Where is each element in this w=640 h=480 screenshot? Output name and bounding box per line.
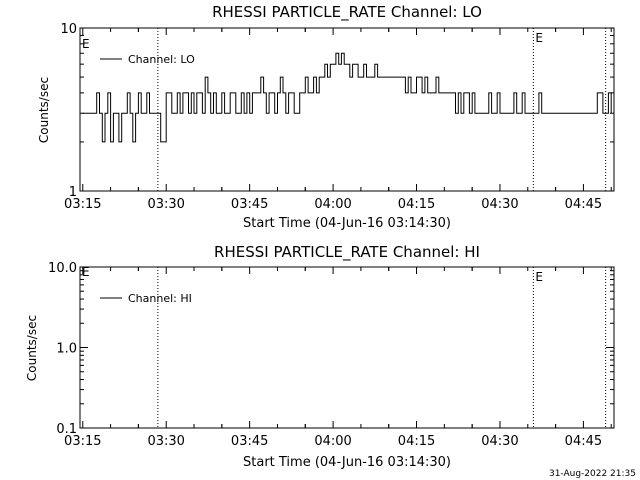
x-tick-label: 03:30 [147, 434, 184, 449]
x-tick-label: 04:00 [314, 434, 351, 449]
lo-series [82, 52, 612, 143]
hi-y-axis: 0.1 1.0 10.0 [48, 261, 614, 437]
lo-y-axis: 1 10 [60, 22, 614, 200]
generation-timestamp: 31-Aug-2022 21:35 [549, 469, 636, 479]
x-tick-label: 03:15 [64, 197, 101, 212]
y-tick-label: 0.1 [56, 422, 77, 437]
y-tick-label: 1 [69, 185, 77, 200]
hi-legend-label: Channel: HI [128, 292, 192, 305]
x-tick-label: 04:15 [398, 197, 435, 212]
hi-x-axis-label: Start Time (04-Jun-16 03:14:30) [243, 455, 451, 470]
y-tick-label: 10 [60, 22, 77, 37]
lo-x-axis-label: Start Time (04-Jun-16 03:14:30) [243, 216, 451, 231]
x-tick-label: 04:45 [565, 434, 602, 449]
lo-plot-frame [79, 27, 615, 192]
hi-left-marker: E [82, 265, 90, 279]
hi-x-axis: 03:15 03:30 03:45 04:00 04:15 04:30 04:45 [64, 267, 612, 449]
x-tick-label: 04:15 [398, 434, 435, 449]
x-tick-label: 04:30 [481, 434, 518, 449]
series-line [82, 52, 612, 143]
lo-legend-label: Channel: LO [128, 53, 195, 66]
y-tick-label: 10.0 [48, 261, 77, 276]
lo-chart-title: RHESSI PARTICLE_RATE Channel: LO [212, 3, 482, 22]
hi-channel-panel: RHESSI PARTICLE_RATE Channel: HI E 0.1 1.… [25, 243, 615, 470]
x-tick-label: 04:45 [565, 197, 602, 212]
lo-legend: Channel: LO [100, 53, 195, 66]
event-line-label: E [535, 270, 543, 284]
x-tick-label: 03:30 [147, 197, 184, 212]
lo-y-axis-label: Counts/sec [37, 77, 51, 143]
y-tick-label: 1.0 [56, 342, 77, 357]
x-tick-label: 03:45 [231, 197, 268, 212]
x-tick-label: 03:15 [64, 434, 101, 449]
lo-event-lines: E [157, 28, 607, 191]
event-line-label: E [535, 31, 543, 45]
lo-x-axis: 03:15 03:30 03:45 04:00 04:15 04:30 04:45 [64, 28, 612, 212]
hi-y-axis-label: Counts/sec [25, 315, 39, 381]
lo-left-marker: E [82, 37, 90, 51]
x-tick-label: 04:30 [481, 197, 518, 212]
lo-channel-panel: RHESSI PARTICLE_RATE Channel: LO E 1 10 0… [37, 3, 615, 231]
x-tick-label: 04:00 [314, 197, 351, 212]
hi-legend: Channel: HI [100, 292, 192, 305]
x-tick-label: 03:45 [231, 434, 268, 449]
hi-chart-title: RHESSI PARTICLE_RATE Channel: HI [214, 243, 480, 262]
hi-event-lines: E [157, 267, 607, 428]
